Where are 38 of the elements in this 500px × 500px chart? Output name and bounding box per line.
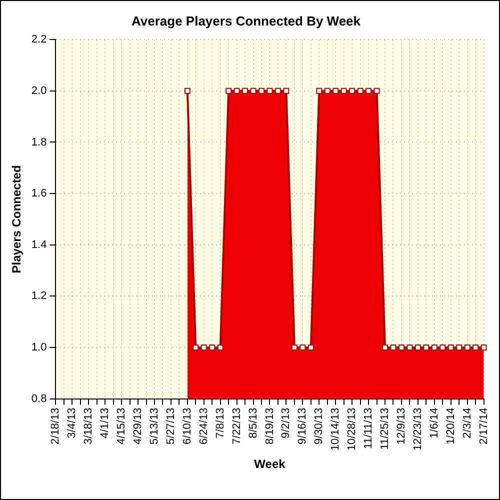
x-tick-label: 11/11/13 [362,408,375,449]
x-tick-label: 3/18/13 [82,408,95,444]
x-tick-label: 9/2/13 [280,408,292,438]
x-tick-label: 5/27/13 [164,408,177,444]
x-tick-label: 6/24/13 [198,408,210,444]
x-tick-label: 2/18/13 [50,408,62,444]
x-tick-label: 12/23/13 [412,408,424,451]
x-tick-label: 7/22/13 [230,408,243,444]
y-tick-label: 2.2 [31,34,47,46]
x-tick-label: 8/19/13 [264,408,276,444]
y-tick-label: 1.4 [31,238,47,251]
x-tick-label: 1/6/14 [428,408,440,438]
x-tick-label: 4/1/13 [99,408,112,438]
y-tick-label: 1.6 [31,188,47,200]
y-tick-label: 1.0 [31,342,47,354]
y-tick-label: 2.0 [31,84,47,97]
x-tick-label: 2/3/14 [461,408,474,438]
y-tick-label: 1.2 [31,290,47,302]
x-tick-label: 9/30/13 [313,408,326,444]
y-tick-label: 0.8 [31,392,47,405]
x-tick-label: 4/15/13 [116,408,128,444]
x-tick-label: 3/4/13 [66,408,78,438]
x-tick-label: 12/9/13 [396,408,408,444]
x-tick-label: 10/28/13 [346,408,358,451]
x-tick-label: 1/20/14 [444,408,457,444]
x-tick-label: 5/13/13 [148,408,161,444]
x-tick-label: 11/25/13 [379,408,392,450]
x-axis-title: Week [254,457,286,472]
x-tick-label: 10/14/13 [330,408,342,451]
x-tick-label: 4/29/13 [132,408,144,444]
y-tick-label: 1.8 [31,136,47,148]
x-tick-label: 9/16/13 [296,408,309,444]
y-axis-title: Players Connected [10,165,24,274]
chart-title: Average Players Connected By Week [131,13,362,28]
x-tick-label: 6/10/13 [181,408,194,444]
x-tick-label: 7/8/13 [214,408,226,438]
x-tick-label: 8/5/13 [247,408,260,438]
x-tick-label: 2/17/14 [478,408,490,444]
